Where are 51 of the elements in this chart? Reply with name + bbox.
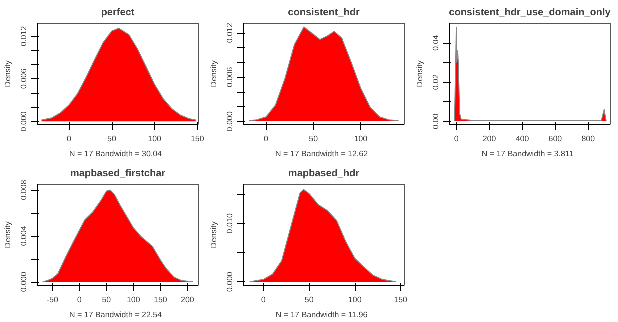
x-axis-title: N = 17 Bandwidth = 11.96 <box>276 310 368 320</box>
x-tick-label: 150 <box>190 134 205 144</box>
x-tick-label: 50 <box>304 296 314 304</box>
y-tick-label: 0.008 <box>20 180 28 200</box>
x-tick-label: 50 <box>102 296 112 304</box>
y-tick-label: 0.012 <box>20 26 28 46</box>
x-tick-label: 150 <box>154 296 168 304</box>
x-tick-label: 100 <box>126 296 141 304</box>
y-tick-label: 0.006 <box>20 68 28 89</box>
x-tick-label: 600 <box>548 134 563 144</box>
x-axis-title: N = 17 Bandwidth = 3.811 <box>482 150 574 158</box>
y-tick-label: 0.000 <box>226 271 234 292</box>
x-tick-label: 800 <box>582 134 596 144</box>
x-axis-title: N = 17 Bandwidth = 12.62 <box>276 150 369 158</box>
y-axis-title: Density <box>4 60 12 88</box>
y-tick-label: 0.006 <box>226 66 234 88</box>
x-tick-label: 0 <box>66 134 72 144</box>
x-tick-label: 0 <box>261 296 266 304</box>
x-tick-label: 0 <box>77 296 82 304</box>
x-tick-label: -50 <box>46 296 59 304</box>
x-tick-label: 100 <box>348 296 362 304</box>
x-tick-label: 200 <box>181 296 195 304</box>
y-tick-label: 0.012 <box>226 22 234 44</box>
x-axis-title: N = 17 Bandwidth = 30.04 <box>70 150 163 158</box>
chart-title: mapbased_firstchar <box>70 168 166 180</box>
y-tick-label: 0.004 <box>20 226 28 246</box>
y-tick-label: 0.000 <box>226 110 234 132</box>
x-tick-label: 400 <box>516 134 530 144</box>
x-tick-label: 150 <box>394 296 408 304</box>
chart-title: perfect <box>101 8 136 18</box>
x-tick-label: 50 <box>309 134 319 144</box>
y-tick-label: 0.00 <box>432 113 440 130</box>
y-tick-label: 0.04 <box>432 34 440 51</box>
y-tick-label: 0.000 <box>20 271 28 292</box>
x-tick-label: 100 <box>354 134 368 144</box>
chart-title: mapbased_hdr <box>288 168 360 180</box>
x-tick-label: 50 <box>108 134 118 144</box>
y-axis-title: Density <box>4 222 12 248</box>
x-tick-label: 0 <box>454 134 460 144</box>
y-tick-label: 0.000 <box>20 111 28 132</box>
x-tick-label: 200 <box>482 134 497 144</box>
y-axis-title: Density <box>210 222 218 248</box>
x-axis-title: N = 17 Bandwidth = 22.54 <box>70 310 163 320</box>
chart-title: consistent_hdr <box>288 8 360 18</box>
y-axis-title: Density <box>416 60 424 88</box>
y-axis-title: Density <box>210 60 218 88</box>
x-tick-label: 100 <box>148 134 162 144</box>
x-tick-label: 0 <box>264 134 270 144</box>
y-tick-label: 0.02 <box>432 74 440 90</box>
chart-title: consistent_hdr_use_domain_only <box>449 8 612 18</box>
y-tick-label: 0.010 <box>226 213 234 234</box>
